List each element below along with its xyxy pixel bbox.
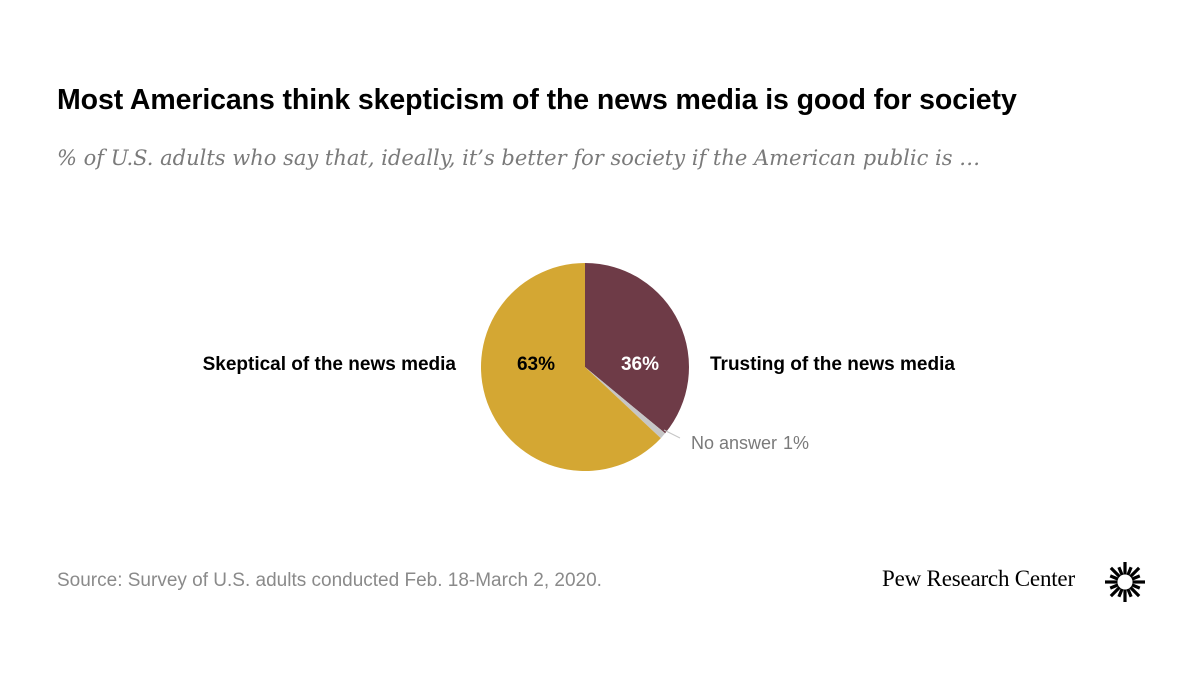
logo-ray bbox=[1129, 586, 1141, 598]
no-answer-label: No answer bbox=[691, 433, 777, 453]
legend-label-trusting: Trusting of the news media bbox=[710, 354, 955, 375]
logo-ray bbox=[1109, 583, 1119, 590]
logo-ray bbox=[1126, 588, 1133, 598]
pie-slices bbox=[480, 263, 689, 472]
legend-label-no-answer: No answer 1% bbox=[691, 433, 809, 453]
logo-ray bbox=[1131, 583, 1141, 590]
logo-ray bbox=[1109, 586, 1121, 598]
logo-ray bbox=[1109, 566, 1121, 578]
source-note: Source: Survey of U.S. adults conducted … bbox=[57, 570, 602, 591]
pew-research-center-wordmark: Pew Research Center bbox=[882, 566, 1075, 591]
pie-slice-trusting bbox=[585, 263, 689, 434]
no-answer-leader-line bbox=[663, 429, 681, 439]
chart-subtitle: % of U.S. adults who say that, ideally, … bbox=[57, 146, 981, 170]
pie-slice-no-answer bbox=[585, 367, 666, 439]
logo-ray bbox=[1109, 574, 1119, 581]
logo-ray bbox=[1117, 566, 1124, 576]
logo-ray bbox=[1129, 566, 1141, 578]
chart-title: Most Americans think skepticism of the n… bbox=[57, 84, 1017, 116]
logo-ray bbox=[1126, 566, 1133, 576]
no-answer-value: 1% bbox=[783, 433, 809, 453]
slice-value-label-trusting: 36% bbox=[621, 354, 659, 375]
sunburst-logo-icon bbox=[1105, 562, 1145, 602]
logo-ray bbox=[1131, 574, 1141, 581]
slice-value-label-skeptical: 63% bbox=[517, 354, 555, 375]
pie-slice-skeptical bbox=[480, 263, 661, 472]
legend-label-skeptical: Skeptical of the news media bbox=[203, 354, 457, 375]
logo-ray bbox=[1117, 588, 1124, 598]
